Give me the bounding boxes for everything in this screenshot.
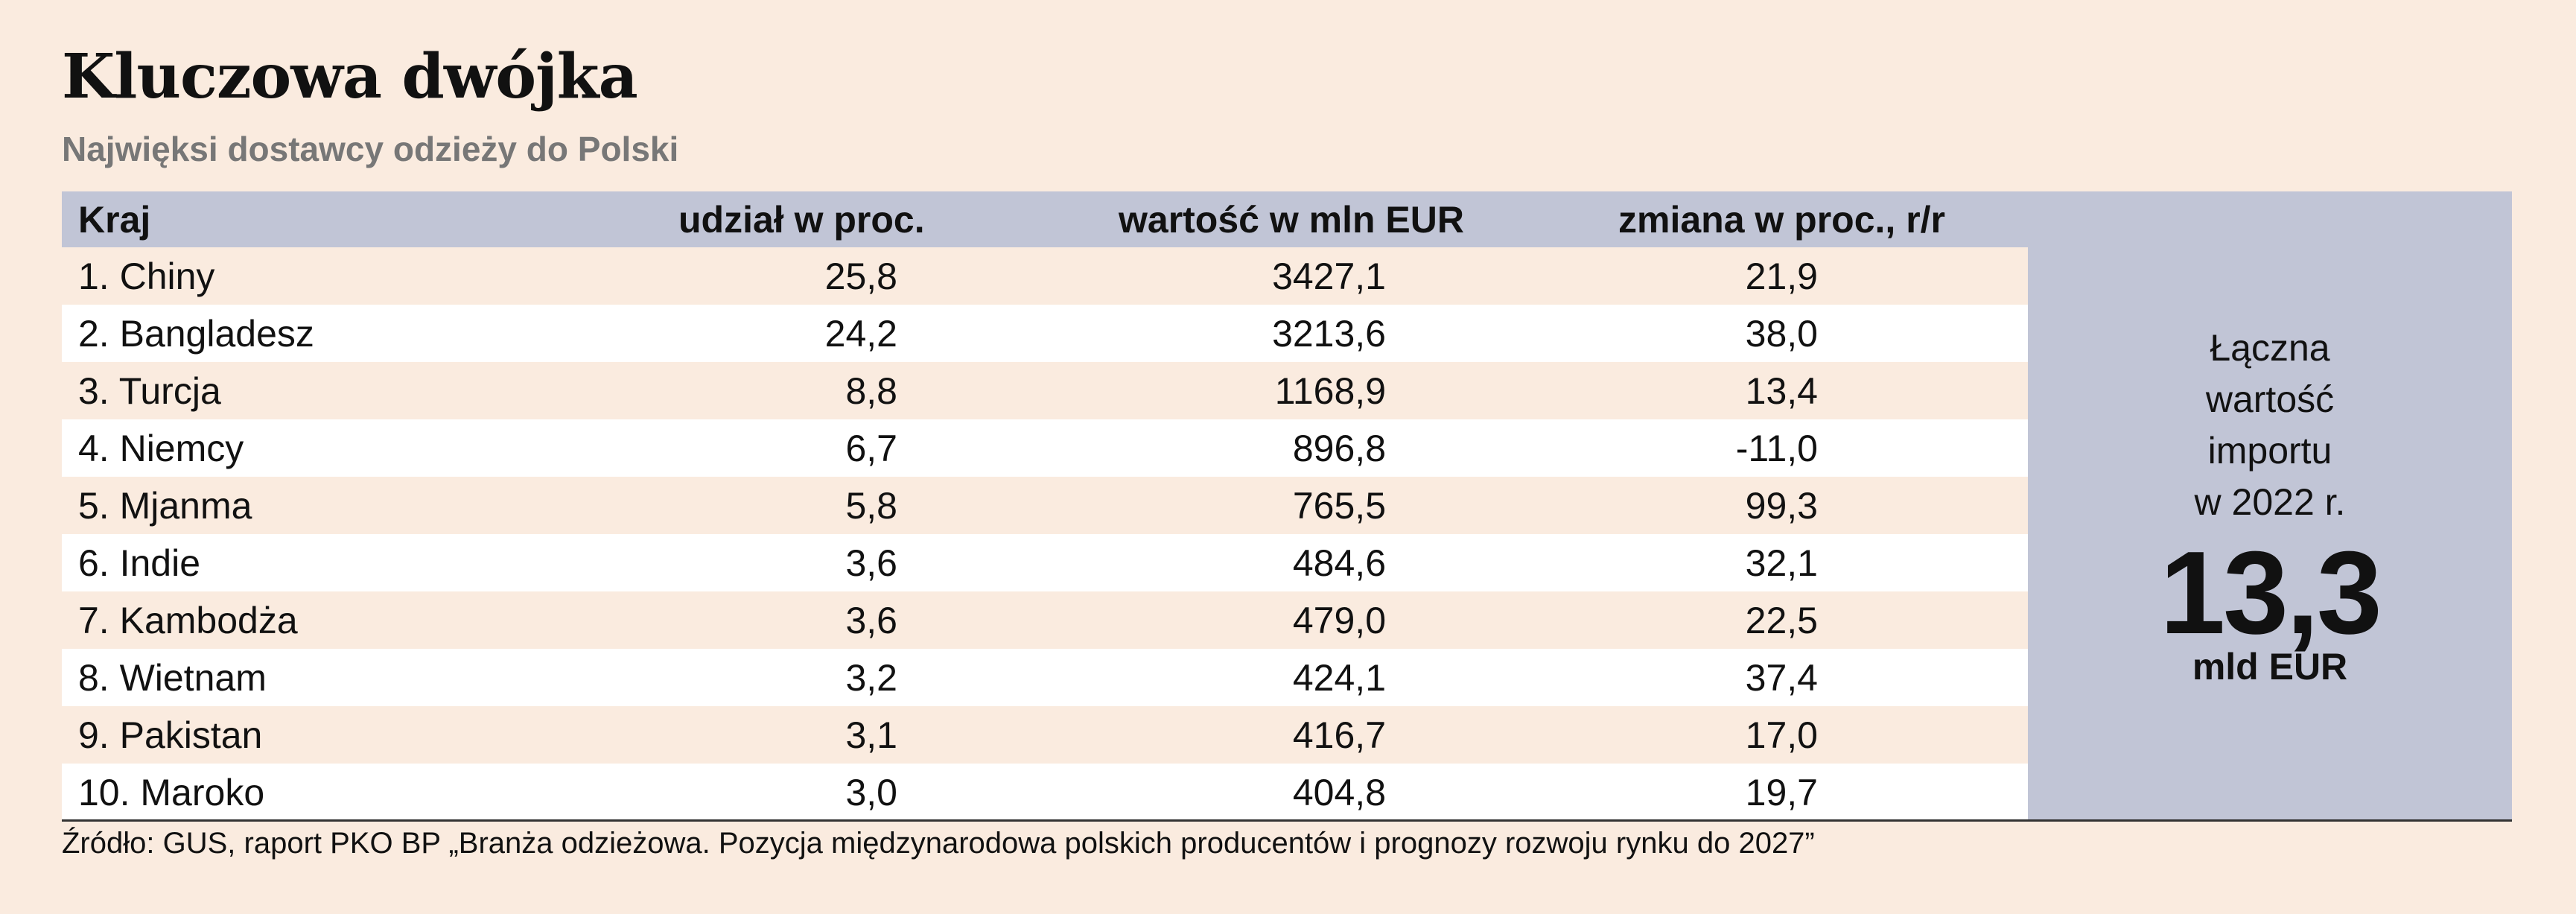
cell-country: 1. Chiny xyxy=(78,255,215,297)
cell-share: 8,8 xyxy=(845,369,897,412)
cell-change: 13,4 xyxy=(1745,369,1818,412)
cell-change: 21,9 xyxy=(1745,255,1818,297)
summary-line-2: wartość xyxy=(2205,378,2335,420)
cell-share: 3,2 xyxy=(845,656,897,699)
header-country: Kraj xyxy=(78,198,151,241)
cell-value: 1168,9 xyxy=(1274,369,1386,412)
table-row: 3. Turcja 8,8 1168,9 13,4 xyxy=(62,362,2028,419)
cell-value: 484,6 xyxy=(1292,542,1386,584)
summary-line-3: importu xyxy=(2207,430,2332,472)
table-header: Kraj udział w proc. wartość w mln EUR zm… xyxy=(62,191,2028,247)
cell-change: 38,0 xyxy=(1745,312,1818,355)
summary-line-1: Łączna xyxy=(2210,327,2330,369)
header-change: zmiana w proc., r/r xyxy=(1618,198,1946,241)
cell-country: 7. Kambodża xyxy=(78,599,298,641)
divider xyxy=(62,819,2512,822)
summary-label: Łączna wartość importu w 2022 r. xyxy=(2028,323,2512,528)
table-body: 1. Chiny 25,8 3427,1 21,9 2. Bangladesz 24,2 3… xyxy=(62,247,2028,821)
summary-value: 13,3 xyxy=(2160,527,2382,658)
cell-country: 10. Maroko xyxy=(78,771,265,813)
header-share: udział w proc. xyxy=(678,198,925,241)
cell-country: 4. Niemcy xyxy=(78,427,244,469)
cell-country: 9. Pakistan xyxy=(78,714,263,756)
cell-share: 3,0 xyxy=(845,771,897,813)
cell-value: 416,7 xyxy=(1292,714,1386,756)
cell-country: 2. Bangladesz xyxy=(78,312,314,355)
cell-change: 37,4 xyxy=(1745,656,1818,699)
table-row: 8. Wietnam 3,2 424,1 37,4 xyxy=(62,649,2028,706)
cell-value: 479,0 xyxy=(1292,599,1386,641)
cell-value: 3427,1 xyxy=(1272,255,1386,297)
source-note: Źródło: GUS, raport PKO BP „Branża odzie… xyxy=(62,827,1815,860)
cell-share: 3,1 xyxy=(845,714,897,756)
table-row: 6. Indie 3,6 484,6 32,1 xyxy=(62,534,2028,591)
table-row: 10. Maroko 3,0 404,8 19,7 xyxy=(62,764,2028,821)
cell-share: 6,7 xyxy=(845,427,897,469)
table-row: 7. Kambodża 3,6 479,0 22,5 xyxy=(62,591,2028,649)
chart-title: Kluczowa dwójka xyxy=(62,41,638,112)
table-row: 4. Niemcy 6,7 896,8 -11,0 xyxy=(62,419,2028,477)
cell-country: 8. Wietnam xyxy=(78,656,267,699)
cell-change: 22,5 xyxy=(1745,599,1818,641)
data-table: Kraj udział w proc. wartość w mln EUR zm… xyxy=(62,191,2028,821)
cell-share: 3,6 xyxy=(845,599,897,641)
cell-share: 25,8 xyxy=(824,255,897,297)
cell-country: 5. Mjanma xyxy=(78,484,252,527)
cell-change: 17,0 xyxy=(1745,714,1818,756)
cell-value: 3213,6 xyxy=(1272,312,1386,355)
cell-change: 32,1 xyxy=(1745,542,1818,584)
cell-share: 24,2 xyxy=(824,312,897,355)
table-row: 5. Mjanma 5,8 765,5 99,3 xyxy=(62,477,2028,534)
summary-line-4: w 2022 r. xyxy=(2194,481,2346,523)
header-value: wartość w mln EUR xyxy=(1119,198,1464,241)
summary-unit: mld EUR xyxy=(2192,646,2348,688)
cell-country: 6. Indie xyxy=(78,542,201,584)
cell-value: 424,1 xyxy=(1292,656,1386,699)
table-row: 9. Pakistan 3,1 416,7 17,0 xyxy=(62,706,2028,764)
table-row: 1. Chiny 25,8 3427,1 21,9 xyxy=(62,247,2028,305)
table-row: 2. Bangladesz 24,2 3213,6 38,0 xyxy=(62,305,2028,362)
cell-change: 19,7 xyxy=(1745,771,1818,813)
cell-share: 5,8 xyxy=(845,484,897,527)
cell-country: 3. Turcja xyxy=(78,369,221,412)
cell-change: 99,3 xyxy=(1745,484,1818,527)
cell-value: 404,8 xyxy=(1292,771,1386,813)
cell-change: -11,0 xyxy=(1735,427,1818,469)
summary-panel: Łączna wartość importu w 2022 r. 13,3 ml… xyxy=(2028,191,2512,819)
cell-share: 3,6 xyxy=(845,542,897,584)
chart-subtitle: Najwięksi dostawcy odzieży do Polski xyxy=(62,130,679,168)
cell-value: 765,5 xyxy=(1292,484,1386,527)
cell-value: 896,8 xyxy=(1292,427,1386,469)
